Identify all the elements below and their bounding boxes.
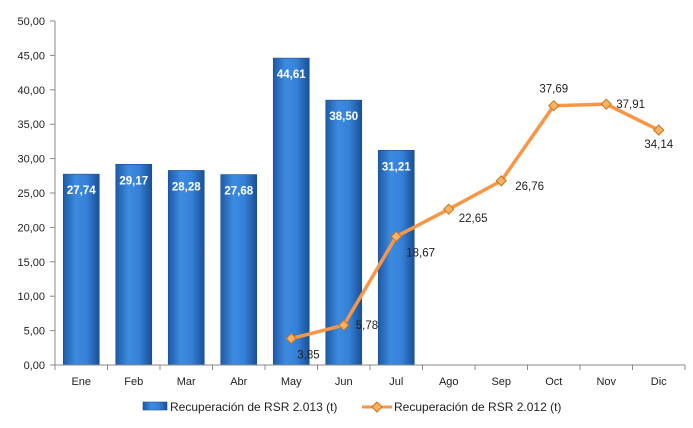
y-tick-label: 35,00 [17, 119, 45, 131]
legend-label-2012: Recuperación de RSR 2.012 (t) [394, 400, 561, 414]
line-label: 22,65 [459, 213, 488, 225]
y-tick-label: 20,00 [17, 222, 45, 234]
x-axis: Ene Feb Mar Abr May Jun Jul Ago Sep Oct Nov Dic [54, 364, 686, 388]
x-tick-label: Ago [439, 376, 459, 388]
y-tick-label: 40,00 [17, 85, 45, 97]
y-tick-label: 5,00 [24, 326, 45, 338]
line-path [290, 102, 660, 341]
bar-label: 27,74 [67, 185, 96, 197]
legend-label-2013: Recuperación de RSR 2.013 (t) [170, 400, 337, 414]
bar-label: 44,61 [277, 69, 306, 81]
y-tick-label: 30,00 [17, 154, 45, 166]
line-point-May [285, 332, 297, 345]
x-tick-label: Mar [177, 376, 196, 388]
line-point-Nov [600, 98, 612, 110]
x-tick-label: Abr [230, 376, 247, 388]
legend-bar-swatch [142, 401, 168, 411]
x-tick-label: Nov [596, 376, 616, 388]
line-label: 3,85 [297, 350, 319, 362]
bar-May [272, 57, 310, 366]
bar-Ene [62, 173, 100, 366]
bar-series: 27,74 29,17 28,28 27,68 44,61 38,50 31,21 [62, 57, 415, 366]
line-label: 18,67 [406, 248, 435, 260]
bar-label: 29,17 [119, 175, 148, 187]
line-point-Jun [338, 319, 350, 331]
bar-label: 27,68 [224, 186, 253, 198]
x-tick-label: Sep [491, 376, 511, 388]
x-tick-label: Jul [389, 376, 403, 388]
x-tick-label: Ene [71, 376, 91, 388]
x-tick-label: Jun [335, 376, 353, 388]
line-point-Jul [390, 230, 402, 243]
bar-label: 38,50 [329, 111, 358, 123]
line-point-Dic [653, 124, 665, 136]
line-label: 37,91 [616, 99, 645, 111]
bar-label: 28,28 [172, 181, 201, 193]
y-tick-label: 25,00 [17, 188, 45, 200]
line-label: 26,76 [515, 181, 544, 193]
line-series: 3,85 5,78 18,67 22,65 26,76 37,69 37,91 34,14 [285, 84, 674, 362]
y-tick-label: 15,00 [17, 257, 45, 269]
legend: Recuperación de RSR 2.013 (t) Recuperació… [142, 400, 561, 414]
y-tick-label: 10,00 [17, 291, 45, 303]
x-tick-label: May [281, 376, 302, 388]
bar-Feb [115, 164, 153, 366]
line-point-Sep [495, 175, 507, 187]
line-point-Ago [443, 203, 455, 215]
line-label: 5,78 [356, 320, 378, 332]
y-tick-label: 45,00 [17, 50, 45, 62]
x-tick-label: Dic [651, 376, 667, 388]
legend-diamond-icon [371, 401, 383, 413]
line-label: 37,69 [539, 84, 568, 96]
x-tick-label: Feb [124, 376, 143, 388]
line-point-Oct [548, 99, 560, 112]
bar-Mar [167, 170, 205, 366]
y-tick-label: 0,00 [24, 360, 45, 372]
line-label: 34,14 [644, 139, 673, 151]
y-tick-label: 50,00 [17, 16, 45, 28]
y-axis: 0,00 5,00 10,00 15,00 20,00 25,00 30,00 35,00 40… [17, 16, 56, 372]
bar-label: 31,21 [382, 161, 411, 173]
x-tick-label: Oct [545, 376, 562, 388]
bar-Abr [220, 174, 258, 366]
